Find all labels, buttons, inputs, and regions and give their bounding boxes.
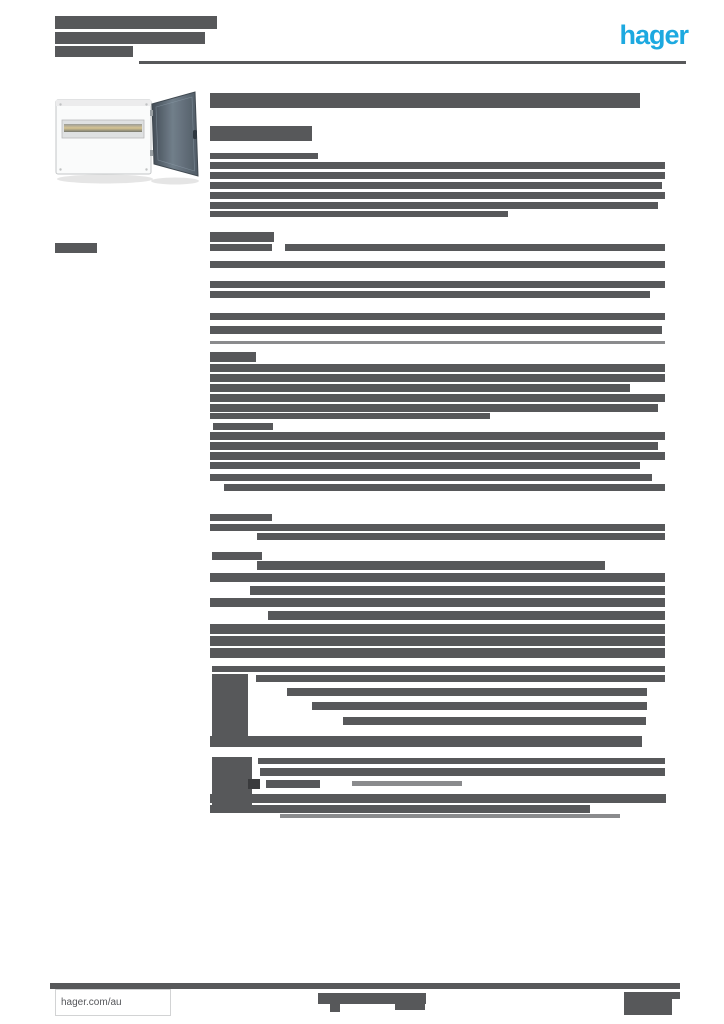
redacted-line [210,313,665,320]
redacted-line [210,352,256,362]
redacted-line [55,46,133,57]
redacted-line [250,586,665,595]
redacted-line [212,552,262,560]
redacted-line [55,243,97,253]
redacted-line [287,688,647,696]
redacted-line [210,162,665,169]
website-link-label: hager.com/au [61,997,122,1008]
redacted-line [210,452,665,460]
redacted-line [210,341,665,344]
door-hinge [150,150,153,156]
redacted-line [213,423,273,430]
redacted-line [210,281,665,288]
redacted-line [210,384,630,392]
redacted-line [212,666,665,672]
redacted-line [285,244,665,251]
redacted-line [210,172,665,179]
redacted-line [318,993,426,1004]
redacted-line [210,462,640,469]
redacted-line [210,432,665,440]
redacted-line [210,374,665,382]
footer-rule [50,983,680,989]
redacted-line [210,648,665,658]
door-handle [193,130,197,139]
redacted-line [266,780,320,788]
redacted-line [268,611,665,620]
enclosure-body [55,99,152,175]
redacted-line [210,261,665,268]
redacted-line [210,736,642,747]
redacted-line [210,93,640,108]
hager-logo: hager [619,20,689,50]
redacted-line [55,16,217,29]
redacted-line [280,814,620,818]
redacted-line [210,404,658,412]
redacted-line [352,781,462,786]
redacted-line [224,484,665,491]
door-hinge [150,110,153,116]
redacted-line [248,779,260,789]
redacted-line [210,232,274,242]
redacted-line [330,1004,340,1012]
redacted-line [210,573,665,582]
redacted-line [258,758,665,764]
enclosure-shadow [57,174,199,185]
redacted-line [210,805,590,813]
redacted-line [210,442,658,450]
redacted-line [210,153,318,159]
redacted-line [210,182,662,189]
redacted-line [210,291,650,298]
redacted-line [210,514,272,521]
redacted-line [210,624,665,634]
din-rail [64,124,142,132]
redacted-line [55,32,205,44]
website-link[interactable]: hager.com/au [55,989,171,1016]
redacted-line [312,702,647,710]
redacted-line [210,126,312,141]
redacted-line [343,717,646,725]
header-rule [139,61,686,64]
redacted-line [210,413,490,419]
redacted-line [210,636,665,646]
page-number-box [624,992,672,1015]
redacted-line [210,326,662,334]
redacted-line [256,675,665,682]
redacted-line [210,192,665,199]
redacted-line [210,244,272,251]
redacted-line [210,364,665,372]
redacted-line [210,211,508,217]
redacted-line [210,202,658,209]
redacted-line [257,533,665,540]
redacted-line [210,394,665,402]
redacted-line [210,794,666,803]
redacted-line [260,768,665,776]
redacted-line [212,674,248,740]
redacted-line [210,524,665,531]
transparent-door [150,91,199,177]
redacted-line [257,561,605,570]
redacted-line [672,992,680,999]
redacted-line [210,598,665,607]
redacted-line [395,1001,425,1010]
product-photo [55,91,199,185]
redacted-line [210,474,652,481]
